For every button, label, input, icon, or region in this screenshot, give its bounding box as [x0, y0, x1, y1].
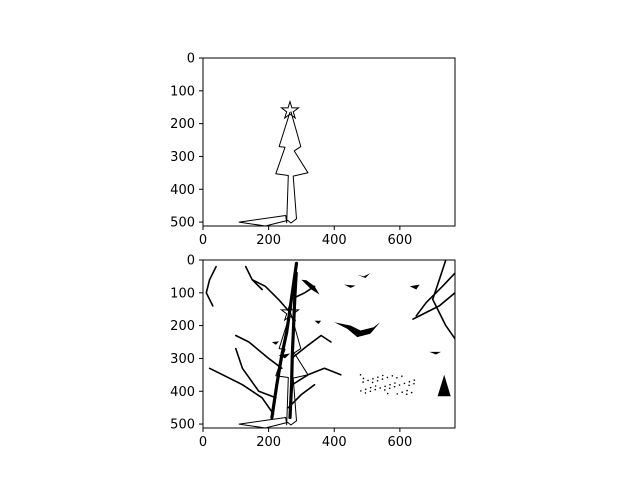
y-tick-label: 0 [187, 52, 195, 67]
branch-silhouette [208, 367, 275, 416]
image-content-1 [203, 58, 455, 226]
speckle [389, 383, 391, 386]
speckle [364, 388, 367, 391]
x-tick-label: 0 [199, 233, 207, 248]
speckle [394, 382, 396, 384]
speckle [376, 379, 379, 382]
plot-background [203, 58, 455, 226]
speckle [384, 385, 386, 388]
y-tick-label: 100 [170, 286, 195, 301]
speckle [386, 376, 389, 379]
y-tick-label: 500 [170, 216, 195, 231]
speckle [377, 376, 379, 378]
branch-silhouette [205, 265, 217, 307]
branch-silhouette [235, 334, 283, 370]
speckle [369, 386, 372, 389]
speckle [379, 387, 381, 389]
bird-silhouette [334, 322, 381, 338]
branch-silhouette [270, 261, 299, 420]
branch-silhouette [415, 272, 455, 317]
x-tick-label: 200 [256, 233, 281, 248]
branch-silhouette [431, 260, 455, 340]
axes-1: 0 200 400 600 0 100 200 300 400 500 [170, 52, 456, 248]
speckle [367, 379, 369, 382]
branch-silhouette [291, 367, 342, 386]
speckle [408, 384, 410, 387]
plot-background [203, 260, 455, 428]
branch-silhouette [287, 383, 316, 409]
star-outline [279, 99, 301, 120]
speckle [393, 385, 396, 388]
y-tick-label: 500 [170, 418, 195, 433]
image-content-2 [203, 260, 455, 428]
x-tick-label: 0 [199, 435, 207, 450]
speckle [381, 378, 384, 380]
speckle [388, 387, 391, 390]
bird-silhouette [314, 320, 322, 324]
y-tick-label: 200 [170, 319, 195, 334]
speckle [391, 375, 394, 377]
axes-frame [202, 57, 456, 227]
speckle [401, 391, 403, 394]
bird-silhouette [429, 351, 441, 355]
speckle [359, 374, 362, 376]
speckle [382, 374, 384, 377]
speckle [362, 377, 365, 380]
speckle [396, 393, 399, 395]
bird-silhouette [357, 273, 371, 278]
y-tick-label: 0 [187, 254, 195, 269]
speckle [362, 381, 364, 383]
speckle [408, 380, 411, 383]
y-tick-label: 200 [170, 117, 195, 132]
x-tick-label: 600 [387, 435, 412, 450]
speckle [383, 389, 386, 391]
speckle [360, 390, 362, 392]
tree-outline [238, 313, 309, 428]
speckle [413, 382, 415, 385]
speckle [371, 381, 374, 384]
y-tick-label: 400 [170, 183, 195, 198]
y-tick-label: 300 [170, 150, 195, 165]
speckle [372, 377, 374, 380]
speckle [403, 382, 406, 385]
x-tick-label: 400 [322, 233, 347, 248]
branch-silhouette [235, 347, 277, 399]
speckle [413, 379, 416, 381]
y-tick-label: 300 [170, 352, 195, 367]
axes-2: 0 200 400 600 0 100 200 300 400 500 [170, 254, 456, 450]
speckle [410, 391, 413, 394]
speckle [396, 376, 398, 379]
branch-silhouette [244, 265, 263, 291]
bird-silhouette [271, 341, 280, 345]
bird-silhouette [344, 284, 356, 288]
x-tick-label: 600 [387, 233, 412, 248]
axes-frame [202, 259, 456, 429]
x-tick-label: 200 [256, 435, 281, 450]
speckle [374, 388, 377, 391]
speckle [374, 385, 377, 387]
branch-silhouette [251, 278, 291, 314]
speckle [369, 390, 372, 393]
star-outline [279, 301, 301, 322]
speckle [386, 392, 389, 395]
branch-silhouette [288, 271, 298, 420]
speckle [401, 375, 403, 377]
y-tick-label: 100 [170, 84, 195, 99]
branch-silhouette [412, 291, 455, 320]
speckle [364, 392, 367, 394]
bird-silhouette [278, 353, 290, 359]
y-tick-label: 400 [170, 385, 195, 400]
speckle [405, 393, 408, 396]
bird-silhouette [301, 279, 320, 295]
tree-outline [238, 111, 309, 226]
speckle [406, 389, 408, 392]
x-tick-label: 400 [322, 435, 347, 450]
bird-silhouette [409, 284, 420, 290]
small-tree-silhouette [437, 374, 451, 397]
speckle [398, 384, 401, 386]
branch-silhouette [290, 334, 332, 360]
